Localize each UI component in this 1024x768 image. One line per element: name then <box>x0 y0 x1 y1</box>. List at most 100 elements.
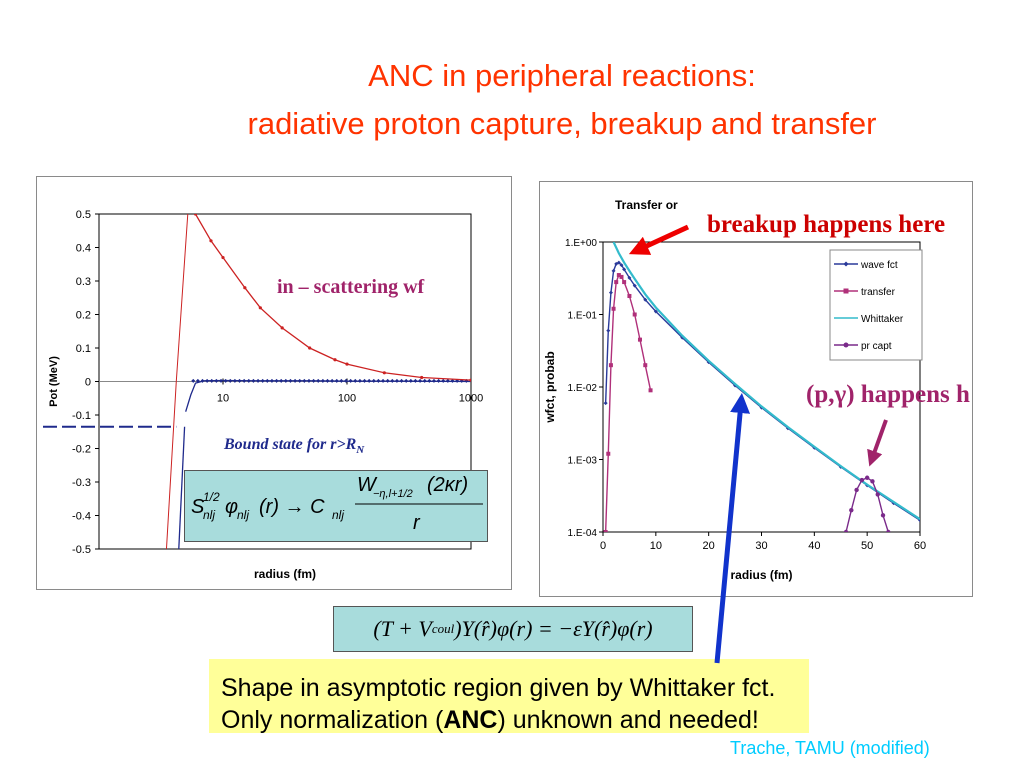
pg-prefix: (p, <box>806 381 835 408</box>
eq1-S-sup: 1/2 <box>203 490 220 504</box>
right-chart-axes <box>599 241 921 536</box>
left-y-tick-label: -0.2 <box>72 444 91 456</box>
transfer-line <box>604 273 652 532</box>
eq1-arrow-C: (r) → C <box>259 496 325 518</box>
right-y-tick-label: 1.E-01 <box>568 311 598 322</box>
pr-capt-marker <box>859 477 865 483</box>
bound-state-marker <box>418 378 423 383</box>
right-y-tick-label: 1.E+00 <box>565 238 597 249</box>
transfer-marker <box>611 306 616 311</box>
wave-fct-marker <box>627 275 632 280</box>
bound-state-marker <box>293 378 298 383</box>
bound-state-marker <box>390 378 395 383</box>
shape-line2-bold: ANC <box>443 706 498 734</box>
bound-state-marker <box>367 378 372 383</box>
left-y-tick-label: -0.4 <box>72 511 91 523</box>
scattering-wf-marker <box>345 362 349 366</box>
bound-state-inner-line <box>178 426 186 549</box>
wave-fct-marker <box>643 297 648 302</box>
transfer-marker <box>632 312 637 317</box>
left-chart: 0.5 0.4 0.3 0.2 0.1 0 -0.1 -0.2 -0.3 -0.4 -0.5 10 10… <box>43 209 483 581</box>
bound-state-marker <box>279 378 284 383</box>
left-y-tick-label: 0.3 <box>76 276 91 288</box>
wave-fct-marker <box>606 328 611 333</box>
eq1-numerator-W: W <box>357 474 378 496</box>
transfer-marker <box>603 530 608 532</box>
wave-fct-marker <box>616 260 621 265</box>
transfer-marker <box>606 451 611 456</box>
left-y-axis-label: Pot (MeV) <box>48 356 60 407</box>
bound-state-marker <box>283 378 288 383</box>
bound-state-marker <box>431 378 436 383</box>
right-series-group <box>603 242 920 532</box>
scattering-wf-marker <box>333 358 337 362</box>
right-chart: 1.E+00 1.E-01 1.E-02 1.E-03 1.E-040 10 20 30 40 5… <box>543 198 926 582</box>
bound-state-marker <box>362 378 367 383</box>
whittaker-line <box>612 242 920 521</box>
bound-state-marker <box>344 378 349 383</box>
bound-state-marker <box>436 378 441 383</box>
right-chart-series <box>603 242 920 532</box>
scattering-wf-marker <box>420 375 424 380</box>
left-x-tick-label: 1000 <box>459 393 483 405</box>
bound-state-marker <box>246 378 251 383</box>
right-x-tick-label: 50 <box>861 540 873 552</box>
bound-state-marker <box>219 378 224 383</box>
bound-state-marker <box>242 378 247 383</box>
bound-state-marker <box>288 378 293 383</box>
bound-state-marker <box>311 378 316 383</box>
left-y-tick-label: -0.3 <box>72 477 91 489</box>
bound-state-marker <box>191 378 196 383</box>
bound-state-text: Bound state for r>R <box>224 436 357 453</box>
right-chart-panel: 1.E+00 1.E-01 1.E-02 1.E-03 1.E-04 0 10 20 30 40 5… <box>539 181 973 597</box>
bound-state-marker <box>260 378 265 383</box>
legend-transfer-marker <box>843 288 849 294</box>
bound-state-marker <box>205 378 210 383</box>
right-x-tick-label: 10 <box>650 540 662 552</box>
right-x-tick-label: 40 <box>808 540 820 552</box>
pr-capt-marker <box>843 529 849 532</box>
pg-annotation: (p,γ) happens h <box>806 381 970 409</box>
left-y-tick-label: 0.4 <box>76 243 91 255</box>
eq1-S: S <box>191 496 205 518</box>
breakup-annotation: breakup happens here <box>707 211 946 238</box>
bound-state-marker <box>381 378 386 383</box>
wave-fct-marker <box>653 309 658 314</box>
eq1-numerator-sub: −η,l+1/2 <box>373 488 413 500</box>
wave-fct-marker <box>603 401 608 406</box>
scattering-wf-marker <box>221 255 225 260</box>
eq1-denominator: r <box>413 512 421 534</box>
scattering-wf-marker <box>193 214 198 216</box>
eq1-phi-sub: nlj <box>237 508 249 522</box>
right-x-tick-label: 0 <box>600 540 606 552</box>
bound-state-marker <box>371 378 376 383</box>
legend-pr-capt-marker <box>843 342 849 348</box>
bound-state-marker <box>394 378 399 383</box>
left-y-tick-label: 0.2 <box>76 310 91 322</box>
bound-state-annotation: Bound state for r>RN <box>224 436 364 456</box>
transfer-marker <box>608 363 613 368</box>
wave-fct-marker <box>622 267 627 272</box>
right-chart-legend: wave fct transfer Whittaker pr capt <box>829 249 923 361</box>
bound-state-marker <box>399 378 404 383</box>
scattering-wf-marker <box>258 306 262 310</box>
bound-state-marker <box>348 378 353 383</box>
right-chart-labels: 1.E+00 1.E-01 1.E-02 1.E-03 1.E-040 10 20 30 40 5… <box>543 198 926 582</box>
eq1-C-sub: nlj <box>332 508 344 522</box>
bound-state-marker <box>200 378 205 383</box>
bound-state-marker <box>256 378 261 383</box>
bound-state-marker <box>209 378 214 383</box>
transfer-marker <box>637 337 642 342</box>
bound-state-marker <box>302 378 307 383</box>
eq2-sub: coul <box>431 621 455 636</box>
left-chart-series <box>43 214 471 549</box>
bound-state-marker <box>251 378 256 383</box>
left-y-tick-label: 0.5 <box>76 209 91 221</box>
bound-state-marker <box>320 378 325 383</box>
eq1-phi: φ <box>225 496 238 518</box>
legend-whittaker-label: Whittaker <box>861 314 904 325</box>
bound-state-marker <box>195 378 200 383</box>
pr-capt-marker <box>864 475 870 480</box>
eq2-right: )Y(r̂)φ(r) = −εY(r̂)φ(r) <box>454 616 653 641</box>
